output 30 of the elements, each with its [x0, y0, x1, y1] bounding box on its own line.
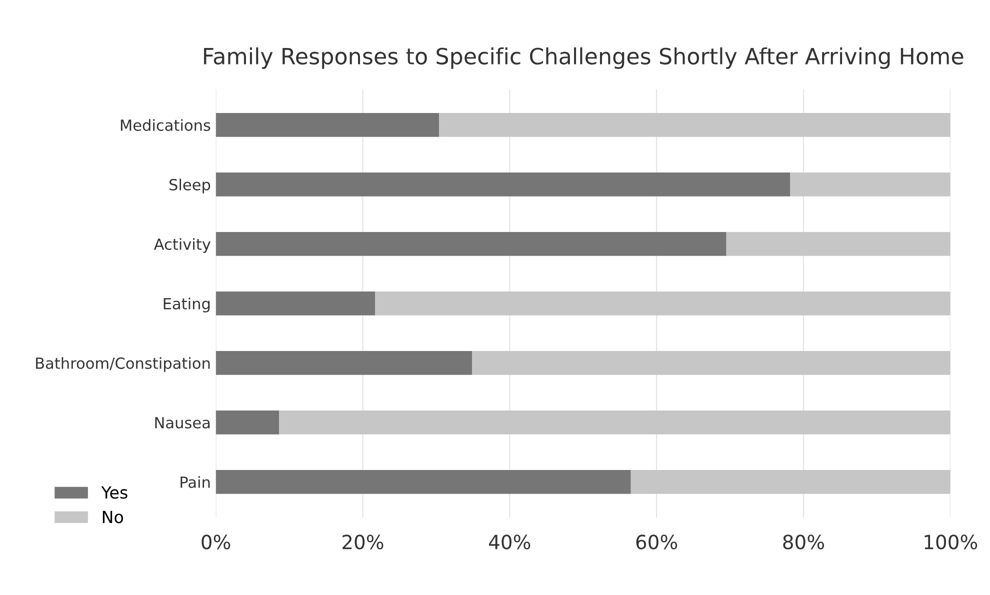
y-tick-label: Activity [154, 238, 211, 253]
bar [216, 113, 440, 137]
bar [472, 351, 950, 375]
x-tick-label: 80% [783, 534, 824, 550]
bar [278, 410, 950, 434]
x-tick-label: 60% [636, 534, 678, 550]
bar [216, 232, 726, 256]
y-tick-label: Medications [120, 119, 210, 131]
bar [790, 172, 950, 196]
x-tick-label: 0% [202, 534, 230, 550]
legend-label: Yes [101, 486, 128, 499]
bar [726, 232, 950, 256]
bar [216, 351, 472, 375]
y-tick-label: Eating [164, 298, 210, 312]
legend-label: No [102, 510, 124, 524]
x-tick-label: 20% [342, 534, 384, 550]
x-tick-label: 40% [488, 534, 530, 550]
y-tick-label: Sleep [170, 178, 210, 194]
bar [216, 470, 631, 494]
y-tick-label: Nausea [155, 417, 210, 428]
bar [630, 470, 950, 494]
bar [375, 292, 950, 316]
x-tick-label: 100% [924, 534, 978, 550]
chart-title: Family Responses to Specific Challenges Shortly After Arriving Home [204, 47, 964, 69]
bar [216, 292, 376, 316]
bar [216, 410, 279, 434]
bar [439, 113, 950, 137]
y-tick-label: Pain [180, 476, 210, 488]
y-tick-label: Bathroom/Constipation [36, 357, 210, 372]
bar [216, 172, 790, 196]
